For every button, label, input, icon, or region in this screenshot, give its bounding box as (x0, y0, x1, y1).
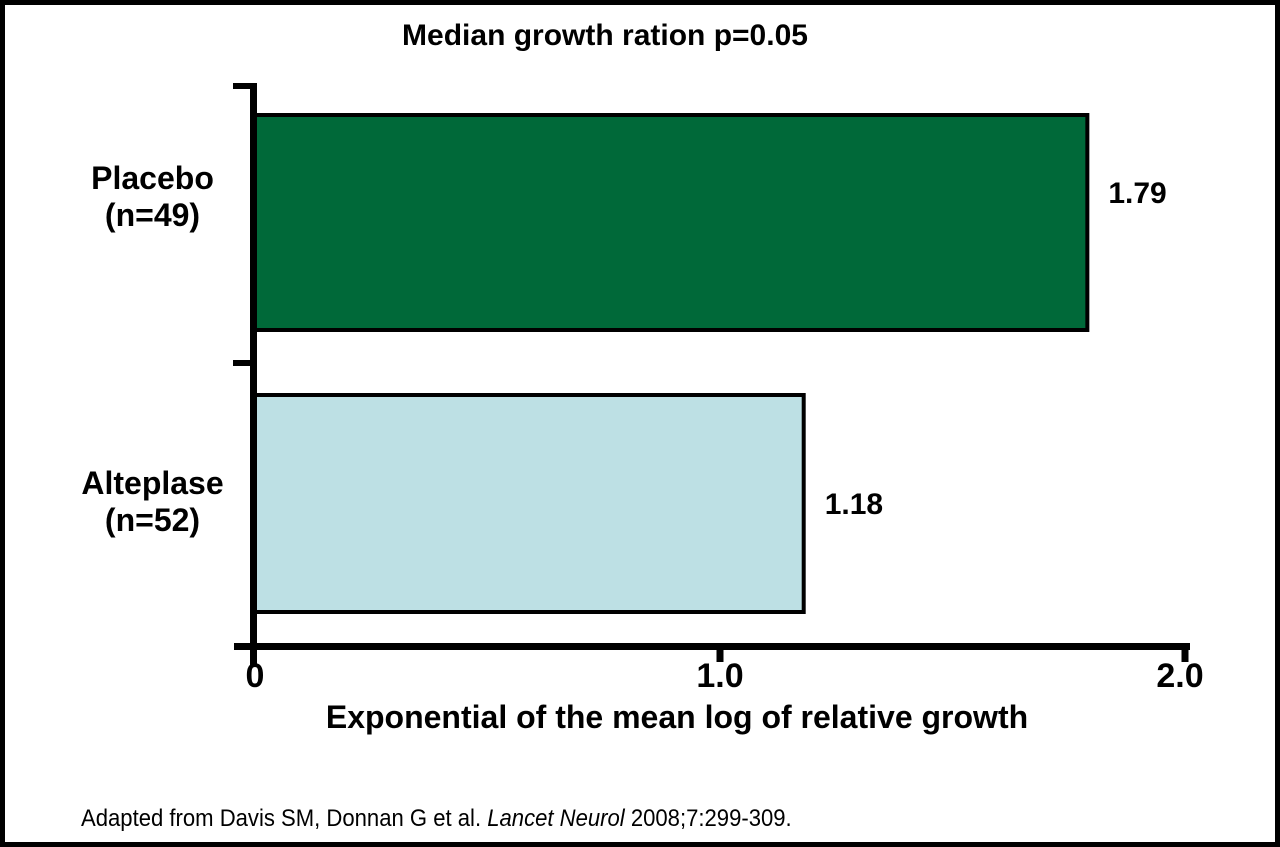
y-axis-line (250, 83, 257, 665)
bar-placebo (253, 113, 1090, 332)
citation-journal-italic: Lancet Neurol (487, 805, 625, 832)
source-citation: Adapted from Davis SM, Donnan G et al. L… (81, 805, 792, 833)
x-tick-label-1.0: 1.0 (696, 657, 744, 695)
y-axis-tick (233, 360, 250, 366)
bar-alteplase (253, 393, 806, 614)
x-axis-label-text: Exponential of the mean log of relative … (325, 699, 1029, 735)
x-tick-label-0: 0 (245, 657, 265, 695)
x-axis-label: Exponential of the mean log of relative … (5, 699, 1275, 736)
citation-prefix: Adapted from Davis SM, Donnan G et al. (81, 805, 488, 832)
x-tick-label-2.0: 2.0 (1156, 657, 1204, 695)
category-label-alteplase: Alteplase (n=52) (81, 465, 224, 538)
x-axis-tick (1181, 650, 1189, 662)
category-label-placebo: Placebo (n=49) (91, 160, 214, 233)
x-axis-line (234, 643, 1190, 650)
x-axis-tick (716, 650, 724, 662)
bar-value-label: 1.18 (824, 488, 884, 521)
y-axis-tick (233, 83, 250, 89)
bar-value-label: 1.79 (1108, 177, 1167, 210)
citation-suffix: 2008;7:299-309. (624, 805, 792, 832)
chart-title: Median growth ration p=0.05 (402, 19, 808, 52)
plot-area (233, 83, 1190, 665)
